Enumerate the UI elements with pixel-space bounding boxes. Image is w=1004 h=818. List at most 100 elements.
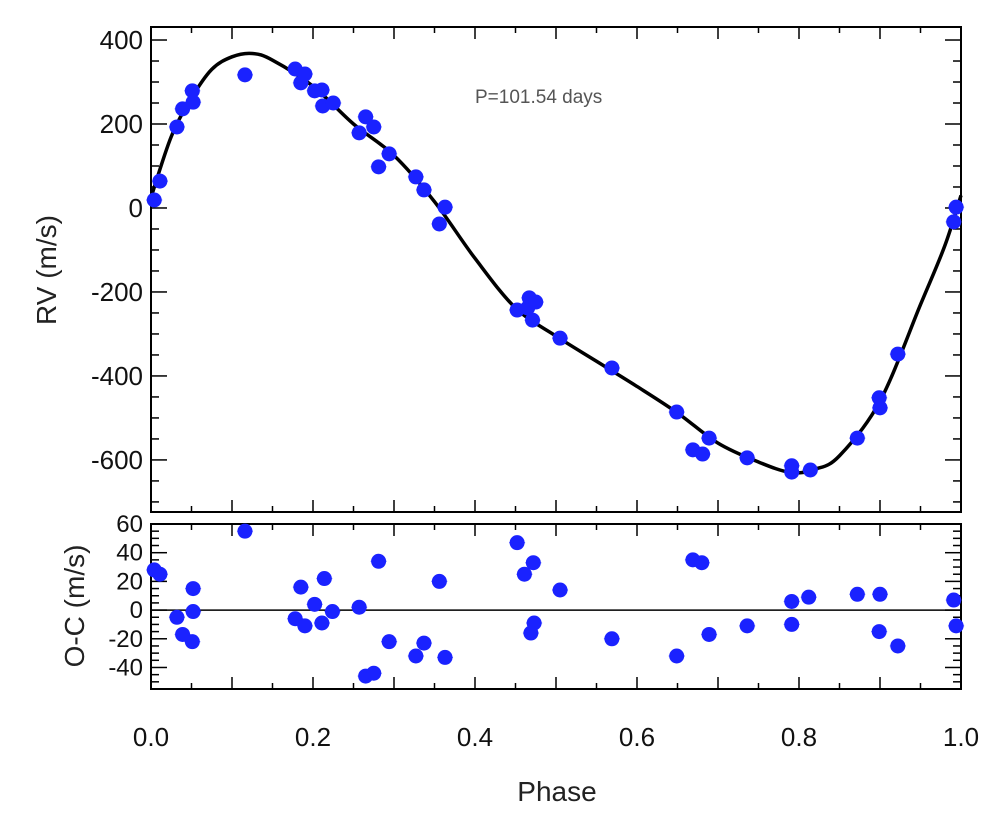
data-point — [185, 94, 201, 110]
data-point — [946, 214, 962, 230]
data-point — [416, 635, 432, 651]
data-point — [408, 648, 424, 664]
data-point — [701, 430, 717, 446]
data-point — [872, 400, 888, 416]
data-point — [525, 555, 541, 571]
data-point — [669, 648, 685, 664]
data-point — [694, 555, 710, 571]
data-point — [358, 109, 374, 125]
x-tick-label: 1.0 — [943, 722, 979, 752]
data-point — [366, 119, 382, 135]
y-tick-label: 60 — [116, 511, 143, 538]
rv-axis-label: RV (m/s) — [31, 215, 62, 325]
keplerian-model-curve — [149, 51, 963, 475]
data-point — [701, 626, 717, 642]
data-point — [184, 634, 200, 650]
data-point — [948, 618, 964, 634]
y-tick-label: 200 — [100, 109, 143, 139]
data-point — [237, 523, 253, 539]
data-point — [314, 615, 330, 631]
data-point — [552, 330, 568, 346]
data-point — [307, 596, 323, 612]
data-point — [237, 67, 253, 83]
data-point — [371, 553, 387, 569]
data-point — [297, 66, 313, 82]
data-point — [509, 535, 525, 551]
data-point — [739, 618, 755, 634]
y-tick-label: 400 — [100, 25, 143, 55]
y-tick-label: 0 — [129, 193, 143, 223]
data-point — [325, 95, 341, 111]
data-point — [669, 404, 685, 420]
data-point — [802, 462, 818, 478]
data-point — [523, 625, 539, 641]
y-tick-label: -200 — [91, 277, 143, 307]
rv-panel: 400 200 0 -200 -400 -600 — [91, 25, 965, 513]
data-point — [351, 599, 367, 615]
data-point — [784, 593, 800, 609]
data-point — [784, 464, 800, 480]
y-tick-label: 0 — [130, 597, 143, 624]
data-point — [152, 566, 168, 582]
data-point — [185, 604, 201, 620]
residual-axis-label: O-C (m/s) — [59, 545, 90, 668]
x-tick-label: 0.8 — [781, 722, 817, 752]
data-point — [871, 624, 887, 640]
data-point — [152, 173, 168, 189]
y-tick-label: -20 — [108, 626, 143, 653]
data-point — [297, 618, 313, 634]
x-tick-label: 0.6 — [619, 722, 655, 752]
data-point — [316, 571, 332, 587]
data-point — [801, 589, 817, 605]
data-point — [890, 638, 906, 654]
data-point — [525, 312, 541, 328]
phase-axis-label: Phase — [517, 776, 596, 807]
data-point — [381, 634, 397, 650]
data-point — [416, 182, 432, 198]
data-point — [381, 146, 397, 162]
data-point — [739, 450, 755, 466]
data-point — [528, 294, 544, 310]
data-point — [185, 581, 201, 597]
y-tick-label: 40 — [116, 540, 143, 567]
data-point — [695, 446, 711, 462]
y-tick-label: -400 — [91, 361, 143, 391]
data-point — [293, 579, 309, 595]
data-point — [408, 169, 424, 185]
data-point — [516, 566, 532, 582]
period-annotation: P=101.54 days — [475, 87, 602, 108]
data-point — [604, 360, 620, 376]
plot-frame — [150, 26, 962, 513]
y-tick-label: -40 — [108, 654, 143, 681]
data-point — [849, 586, 865, 602]
data-point — [437, 649, 453, 665]
x-tick-label: 0.0 — [133, 722, 169, 752]
data-point — [948, 199, 964, 215]
data-point — [184, 83, 200, 99]
data-point — [872, 586, 888, 602]
y-tick-label: 20 — [116, 568, 143, 595]
x-tick-label: 0.4 — [457, 722, 493, 752]
data-point — [849, 430, 865, 446]
data-point — [431, 573, 447, 589]
data-point — [552, 582, 568, 598]
data-point — [146, 192, 162, 208]
data-point — [324, 604, 340, 620]
data-point — [314, 82, 330, 98]
plot-frame — [150, 523, 962, 690]
y-tick-label: -600 — [91, 445, 143, 475]
data-point — [890, 346, 906, 362]
data-point — [371, 159, 387, 175]
data-point — [169, 609, 185, 625]
data-point — [946, 592, 962, 608]
data-point — [169, 119, 185, 135]
data-point — [351, 125, 367, 141]
data-point — [366, 665, 382, 681]
data-point — [431, 216, 447, 232]
x-tick-label: 0.2 — [295, 722, 331, 752]
data-point — [437, 199, 453, 215]
data-point — [784, 616, 800, 632]
